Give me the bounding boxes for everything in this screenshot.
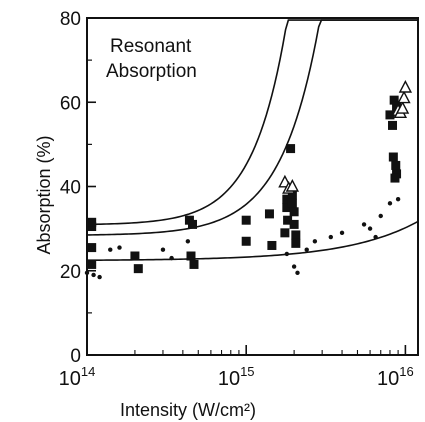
square-marker [87, 243, 97, 253]
square-marker [188, 219, 198, 229]
y-tick-label: 60 [60, 93, 81, 114]
y-axis-label: Absorption (%) [34, 135, 54, 254]
fit-curve-2 [86, 19, 418, 236]
dot-marker [169, 255, 174, 261]
square-marker [291, 230, 301, 240]
square-marker [241, 215, 251, 225]
square-marker [289, 207, 299, 217]
fit-curves [86, 19, 419, 262]
square-marker [388, 120, 398, 130]
square-marker [241, 236, 251, 246]
square-marker [291, 238, 301, 248]
dot-marker [328, 234, 334, 240]
square-marker [264, 209, 274, 219]
dot-marker [378, 213, 383, 219]
dot-marker [160, 247, 166, 252]
square-marker [87, 217, 97, 227]
square-marker [390, 173, 400, 183]
dot-marker [295, 270, 300, 276]
triangle-marker [285, 178, 300, 192]
x-tick-label: 1014 [59, 364, 96, 390]
dot-marker [304, 247, 309, 252]
dot-marker [91, 272, 96, 278]
square-marker [87, 259, 97, 269]
y-tick-label: 80 [60, 9, 81, 30]
x-axis-label: Intensity (W/cm²) [120, 400, 256, 420]
fit-curve-3 [86, 220, 419, 262]
triangle-marker [395, 101, 410, 114]
square-marker [286, 144, 296, 154]
square-marker [133, 264, 143, 274]
dot-marker [373, 234, 378, 240]
square-marker [280, 228, 290, 238]
chart-title-line-1: Resonant [110, 36, 192, 57]
y-tick-label: 20 [60, 262, 81, 283]
square-marker [389, 95, 399, 105]
dot-marker [84, 270, 90, 276]
square-marker [186, 251, 196, 261]
dot-marker [339, 230, 345, 236]
square-marker [287, 190, 297, 200]
dot-marker [361, 222, 367, 227]
dot-marker [185, 239, 191, 244]
square-marker [267, 240, 277, 250]
x-tick-label: 1015 [218, 364, 255, 390]
dot-marker [97, 274, 102, 280]
triangle-marker [398, 79, 413, 93]
square-marker [289, 219, 299, 229]
dot-marker [117, 245, 122, 250]
dot-marker [367, 226, 373, 231]
y-tick-label: 0 [70, 346, 81, 367]
square-marker [282, 194, 292, 204]
dot-marker [395, 196, 401, 202]
square-marker [388, 152, 398, 162]
triangle-marker [397, 90, 411, 104]
square-marker [282, 203, 292, 213]
dot-marker [108, 247, 113, 252]
dot-marker [387, 201, 393, 206]
square-marker [287, 198, 297, 208]
square-marker [283, 215, 293, 225]
square-marker [189, 259, 199, 269]
square-marker [130, 251, 140, 261]
data-markers [84, 79, 413, 280]
dot-marker [312, 239, 318, 244]
dot-marker [284, 251, 290, 257]
plot-frame: 0 20 40 60 80 1014 1015 1016 [59, 9, 419, 390]
square-marker [385, 110, 395, 120]
chart-title-line-2: Absorption [106, 61, 197, 82]
dot-marker [291, 264, 297, 269]
y-tick-label: 40 [60, 178, 81, 199]
square-marker [391, 160, 401, 170]
x-tick-label: 1016 [377, 364, 414, 390]
